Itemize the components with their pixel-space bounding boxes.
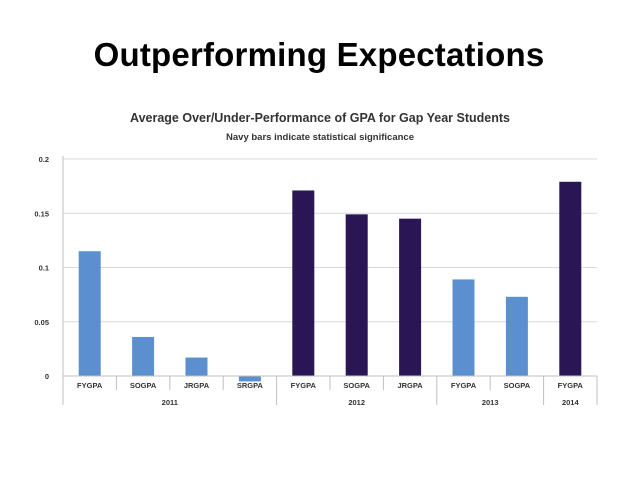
y-tick-label: 0.2 [39,155,49,164]
y-tick-label: 0.1 [39,264,49,273]
category-label: FYGPA [558,381,584,390]
category-label: JRGPA [184,381,210,390]
bar-sogpa-5 [345,214,368,376]
bar-fygpa-4 [292,190,315,376]
group-label-2011: 2011 [162,398,178,407]
bar-sogpa-1 [132,336,155,376]
y-tick-label: 0.05 [34,318,49,327]
chart-title: Average Over/Under-Performance of GPA fo… [130,111,510,125]
bars [78,181,582,382]
bar-jrgpa-6 [399,218,422,376]
bar-fygpa-9 [559,181,582,376]
bar-fygpa-0 [78,251,101,376]
bar-srgpa-3 [238,376,261,382]
chart-subtitle: Navy bars indicate statistical significa… [226,132,414,143]
category-label: FYGPA [451,381,477,390]
axes: 0 0.05 0.1 0.15 0.2 FYGPA SOGPA JRGPA SRGPA FYGPA… [34,155,598,407]
category-label: JRGPA [397,381,423,390]
slide-title: Outperforming Expectations [93,36,545,73]
category-label: SRGPA [237,381,264,390]
group-label-2012: 2012 [348,398,365,407]
y-tick-label: 0 [45,372,49,381]
category-label: FYGPA [77,381,103,390]
bar-fygpa-7 [452,279,475,376]
y-tick-label: 0.15 [34,209,49,218]
category-label: SOGPA [504,381,531,390]
group-label-2013: 2013 [482,398,499,407]
bar-jrgpa-2 [185,357,208,376]
category-label: SOGPA [130,381,157,390]
bar-sogpa-8 [505,296,528,376]
category-label: FYGPA [291,381,317,390]
category-label: SOGPA [343,381,370,390]
group-label-2014: 2014 [562,398,580,407]
